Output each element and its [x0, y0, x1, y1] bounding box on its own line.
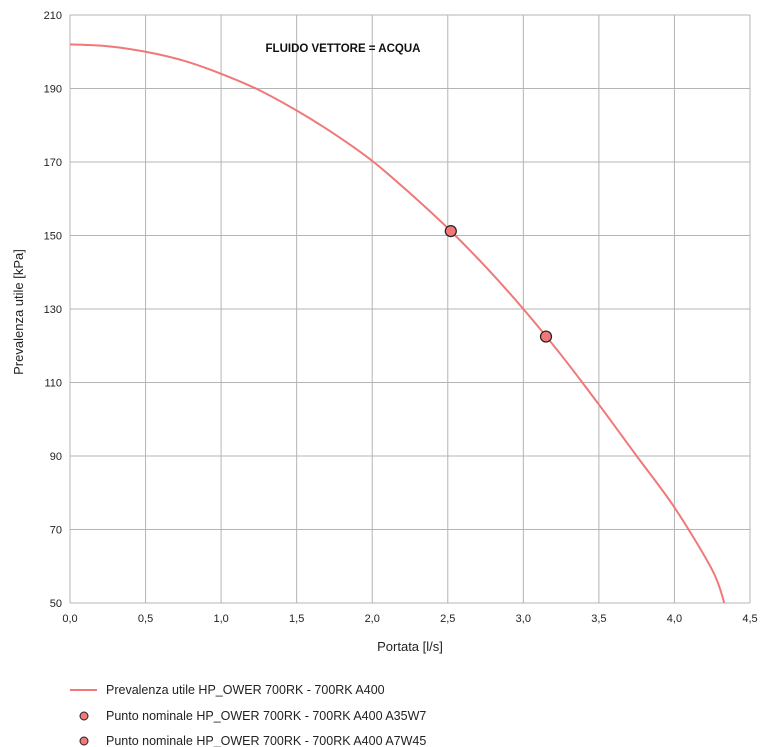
y-tick-label: 50	[50, 598, 62, 610]
x-tick-label: 2,0	[365, 613, 380, 625]
grid	[69, 14, 751, 604]
x-tick-label: 4,0	[667, 613, 682, 625]
y-tick-label: 110	[44, 378, 62, 390]
series-line-prevalenza	[69, 43, 726, 604]
x-tick-label: 3,5	[591, 613, 606, 625]
y-tick-label: 170	[44, 157, 62, 169]
legend-label: Prevalenza utile HP_OWER 700RK - 700RK A…	[106, 683, 385, 697]
legend-entry: Punto nominale HP_OWER 700RK - 700RK A40…	[79, 709, 426, 723]
y-tick-label: 190	[44, 84, 62, 96]
nominal-point	[444, 224, 457, 238]
legend-label: Punto nominale HP_OWER 700RK - 700RK A40…	[106, 709, 426, 723]
y-tick-label: 90	[50, 451, 62, 463]
legend-label: Punto nominale HP_OWER 700RK - 700RK A40…	[106, 734, 426, 747]
legend: Prevalenza utile HP_OWER 700RK - 700RK A…	[70, 683, 426, 747]
x-tick-label: 1,0	[213, 613, 228, 625]
legend-point-swatch	[79, 711, 89, 721]
x-tick-label: 0,0	[62, 613, 77, 625]
series-layer	[69, 43, 726, 604]
x-tick-label: 1,5	[289, 613, 304, 625]
chart-annotation: FLUIDO VETTORE = ACQUA	[266, 43, 421, 55]
legend-entry: Prevalenza utile HP_OWER 700RK - 700RK A…	[70, 683, 385, 697]
nominal-point	[539, 330, 553, 343]
legend-entry: Punto nominale HP_OWER 700RK - 700RK A40…	[79, 734, 426, 747]
y-tick-labels: 50 70 90 110 130 150 170 190 210	[44, 10, 62, 610]
y-tick-label: 130	[44, 304, 62, 316]
x-tick-label: 4,5	[742, 613, 757, 625]
y-tick-label: 210	[44, 10, 62, 22]
x-tick-label: 2,5	[440, 613, 455, 625]
y-axis-title: Prevalenza utile [kPa]	[11, 249, 26, 375]
legend-point-swatch	[79, 736, 89, 746]
x-tick-labels: 0,0 0,5 1,0 1,5 2,0 2,5 3,0 3,5 4,0 4,5	[62, 613, 757, 625]
y-tick-label: 70	[50, 525, 62, 537]
x-tick-label: 3,0	[516, 613, 531, 625]
y-tick-label: 150	[44, 231, 62, 243]
x-tick-label: 0,5	[138, 613, 153, 625]
x-axis-title: Portata [l/s]	[377, 639, 443, 654]
